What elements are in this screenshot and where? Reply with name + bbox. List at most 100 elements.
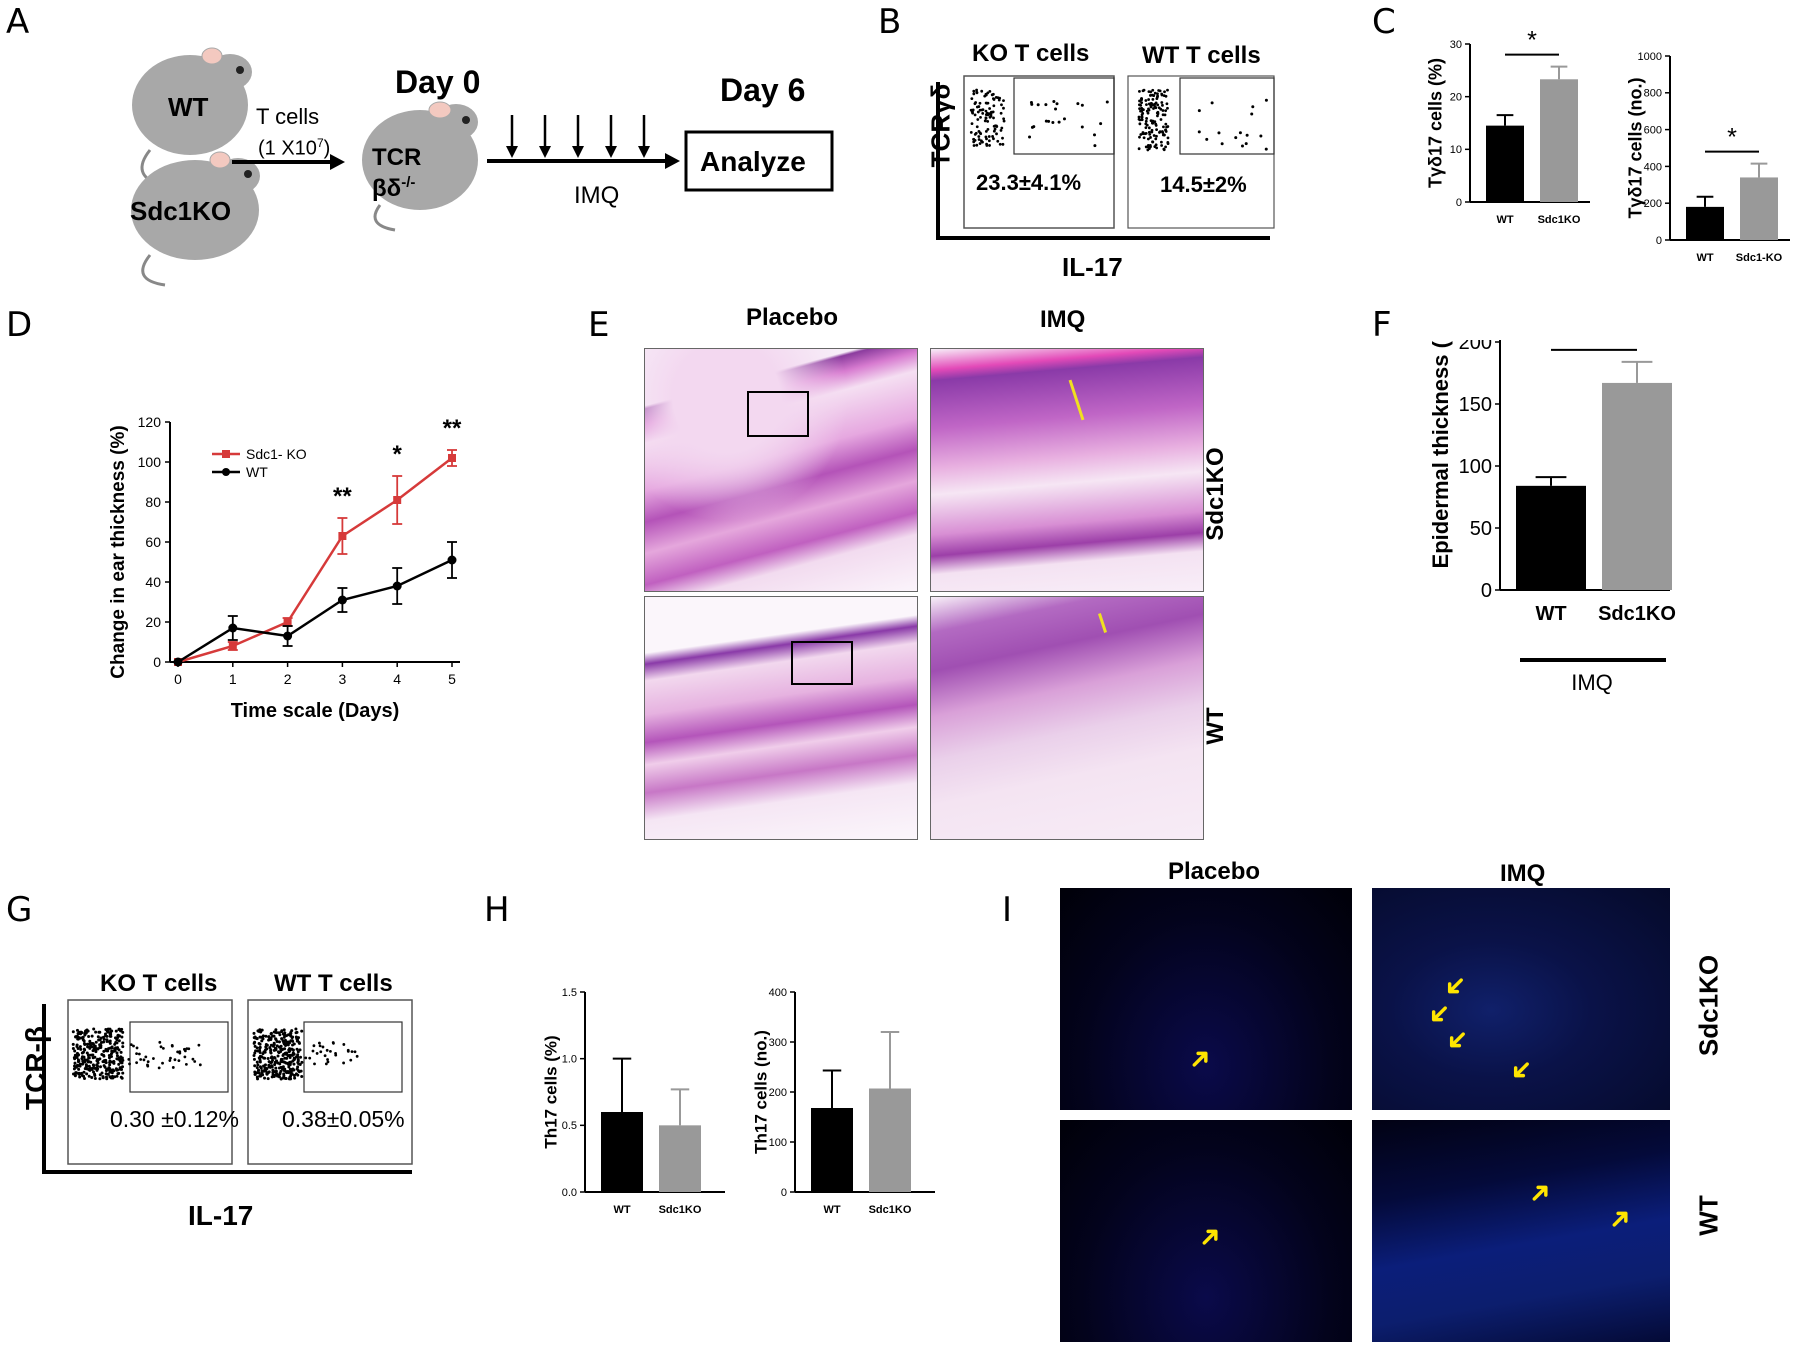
- flow-dot: [115, 1057, 119, 1061]
- fluorescence-imq-wt: ➜ ➜: [1372, 1120, 1670, 1342]
- panel-g-xlabel: IL-17: [188, 1200, 254, 1231]
- x-tick-label: 4: [393, 671, 401, 687]
- flow-dot: [85, 1067, 89, 1071]
- flow-dot: [326, 1058, 329, 1061]
- flow-dot: [110, 1060, 114, 1064]
- flow-dot: [325, 1048, 329, 1052]
- flow-dot: [93, 1066, 97, 1070]
- flow-dot: [266, 1077, 270, 1081]
- panel-h-charts: 0.0 0.5 1.0 1.5 WT Sdc1KO Th17 cells (%) 0 100 2…: [541, 987, 935, 1216]
- flow-dot: [1093, 144, 1097, 148]
- flow-dot: [79, 1071, 83, 1075]
- panel-letter-h: H: [484, 890, 510, 930]
- flow-dot: [1145, 103, 1148, 107]
- flow-dot: [1146, 148, 1150, 152]
- day6-label: Day 6: [720, 72, 806, 108]
- flow-dot: [191, 1057, 195, 1061]
- flow-dot: [91, 1056, 95, 1060]
- flow-dot: [1161, 109, 1165, 112]
- flow-dot: [120, 1065, 124, 1069]
- y-tick-label: 40: [145, 574, 161, 590]
- flow-dot: [183, 1049, 187, 1053]
- x-tick-label: 1: [229, 671, 237, 687]
- flow-dot: [74, 1035, 78, 1039]
- flow-dot: [73, 1073, 77, 1077]
- flow-dot: [984, 92, 988, 96]
- flow-dot: [1158, 130, 1162, 134]
- flow-dot: [300, 1060, 304, 1064]
- flow-dot: [1162, 125, 1165, 129]
- flow-dot: [997, 98, 1001, 102]
- y-axis-label: Th17 cells (no.): [751, 1030, 770, 1154]
- legend-label: Sdc1- KO: [246, 446, 307, 462]
- significance-label: **: [1582, 340, 1606, 351]
- data-point: [228, 642, 237, 650]
- flow-dot: [102, 1054, 106, 1058]
- panel-letter-e: E: [588, 305, 610, 345]
- panel-letter-i: I: [1002, 890, 1013, 930]
- legend-label: WT: [246, 464, 268, 480]
- y-tick-label: 400: [769, 987, 787, 999]
- flow-dot: [113, 1047, 117, 1051]
- flow-dot: [88, 1068, 92, 1072]
- flow-dot: [1166, 125, 1170, 128]
- flow-dot: [1238, 131, 1242, 135]
- flow-dot: [74, 1065, 78, 1069]
- flow-dot: [1151, 88, 1155, 92]
- flow-dot: [265, 1043, 269, 1047]
- flow-dot: [287, 1065, 291, 1069]
- flow-dot: [116, 1072, 120, 1076]
- y-tick-label: 200: [1459, 340, 1492, 354]
- flow-dot: [1163, 113, 1167, 117]
- flow-dot: [99, 1046, 103, 1050]
- flow-dot: [1166, 136, 1170, 140]
- flow-dot: [102, 1049, 106, 1053]
- flow-dot: [1044, 103, 1048, 107]
- flow-dot: [90, 1034, 94, 1038]
- flow-dot: [1155, 128, 1158, 132]
- data-point: [338, 532, 347, 540]
- flow-dot: [1080, 103, 1084, 107]
- flow-dot: [1055, 102, 1059, 106]
- flow-dot: [988, 89, 992, 93]
- flow-dot: [289, 1039, 293, 1043]
- flow-dot: [114, 1067, 118, 1071]
- flow-dot: [271, 1058, 275, 1062]
- imq-injection-arrows: [506, 115, 650, 158]
- flow-dot: [282, 1076, 286, 1080]
- flow-dot: [75, 1045, 79, 1049]
- transfer-label: T cells: [256, 104, 320, 129]
- panel-b-flow-plots: [936, 75, 1275, 240]
- data-point: [447, 555, 457, 565]
- flow-dot: [99, 1036, 103, 1040]
- flow-dot: [120, 1035, 124, 1039]
- flow-dot: [977, 130, 981, 133]
- arrow-icon: ➜: [1502, 1051, 1541, 1090]
- mouse-ko-icon: [131, 151, 260, 287]
- flow-dot: [986, 113, 990, 117]
- panel-i-col-imq: IMQ: [1500, 860, 1546, 887]
- flow-dot: [1154, 124, 1158, 127]
- flow-dot: [267, 1060, 271, 1064]
- y-tick-label: 200: [769, 1087, 787, 1099]
- flow-dot: [105, 1038, 109, 1042]
- flow-dot: [289, 1071, 293, 1075]
- flow-dot: [275, 1059, 279, 1063]
- flow-dot: [157, 1066, 161, 1070]
- flow-dot: [280, 1057, 284, 1061]
- flow-dot: [283, 1067, 287, 1071]
- flow-dot: [995, 132, 998, 136]
- flow-dot: [1164, 128, 1167, 132]
- significance-label: *: [1527, 30, 1537, 55]
- flow-dot: [252, 1031, 256, 1035]
- flow-dot: [85, 1058, 89, 1062]
- flow-dot: [984, 129, 988, 133]
- flow-dot: [273, 1046, 277, 1050]
- flow-dot: [102, 1040, 106, 1044]
- y-axis-label: Change in ear thickness (%): [108, 425, 129, 678]
- flow-dot: [1028, 135, 1032, 139]
- y-tick-label: 100: [138, 454, 162, 470]
- y-tick-label: 400: [1644, 161, 1662, 173]
- flow-dot: [135, 1052, 138, 1055]
- legend-marker: [222, 450, 230, 458]
